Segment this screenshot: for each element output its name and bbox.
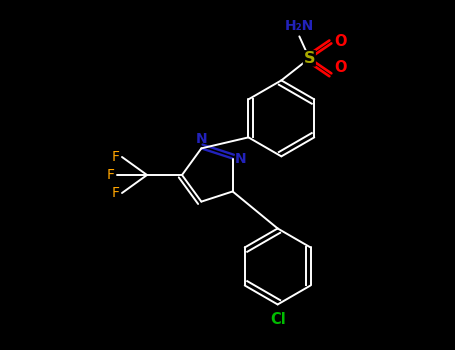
Text: F: F (112, 150, 120, 164)
Text: Cl: Cl (270, 313, 286, 328)
Text: S: S (303, 51, 315, 66)
Text: O: O (334, 60, 347, 75)
Text: F: F (112, 186, 120, 200)
Text: F: F (107, 168, 115, 182)
Text: N: N (196, 132, 207, 146)
Text: N: N (235, 152, 246, 166)
Text: O: O (334, 34, 347, 49)
Text: H₂N: H₂N (285, 19, 314, 33)
